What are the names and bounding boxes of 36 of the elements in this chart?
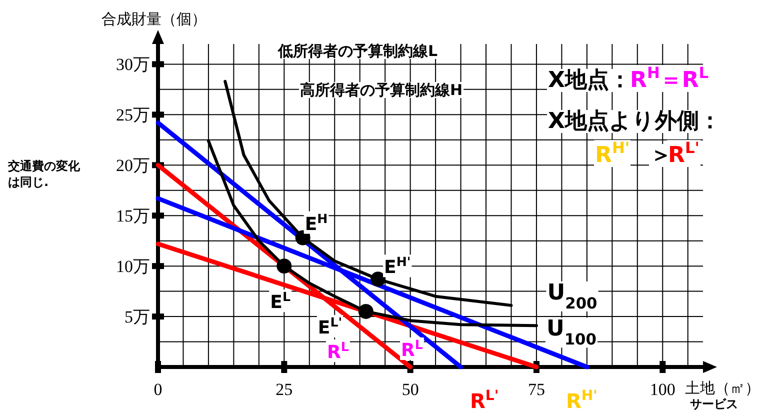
text: 30万 <box>116 55 150 74</box>
annotation: R$^{L}$ <box>326 338 350 363</box>
annotation: E$^{L'}$ <box>316 314 344 338</box>
text: 土地（㎡） <box>685 379 760 397</box>
annotation: サービス <box>689 397 739 411</box>
series-label: U$_{100}$ <box>545 316 598 349</box>
annotation: E$^{H}$ <box>304 210 329 235</box>
annotation: E$^{L}$ <box>269 288 292 314</box>
text: 合成財量（個） <box>102 10 206 28</box>
annotation: R$^{H'}$ <box>594 139 631 168</box>
annotation: 低所得者の予算制約線L <box>276 42 439 60</box>
series-label: U$_{200}$ <box>546 280 598 312</box>
annotation: R$^{L'}$ <box>667 139 700 168</box>
annotation: E$^{H'}$ <box>383 254 412 278</box>
annotation: X地点： <box>547 68 632 93</box>
point <box>358 304 374 319</box>
text: 10万 <box>116 257 150 276</box>
annotation: 高所得者の予算制約線H <box>299 81 464 99</box>
text: 100 <box>650 380 676 399</box>
annotation: R$^{L}$ <box>400 336 424 361</box>
annotation: 交通費の変化 <box>6 159 82 173</box>
text: 20万 <box>116 156 150 176</box>
text: 15万 <box>116 206 150 226</box>
text: 75 <box>528 380 545 399</box>
text: 25 <box>276 380 293 399</box>
point <box>276 258 292 274</box>
text: 25万 <box>116 106 150 125</box>
annotation: R$^{H'}$ <box>565 388 598 412</box>
annotation: R$^{H}$＝R$^{L}$ <box>629 64 710 93</box>
point <box>295 230 310 246</box>
point <box>370 272 386 287</box>
text: 50 <box>402 380 419 399</box>
text: 5万 <box>124 308 150 327</box>
annotation: は同じ. <box>7 175 50 189</box>
text: 0 <box>154 380 162 399</box>
annotation: R$^{L'}$ <box>469 388 500 412</box>
